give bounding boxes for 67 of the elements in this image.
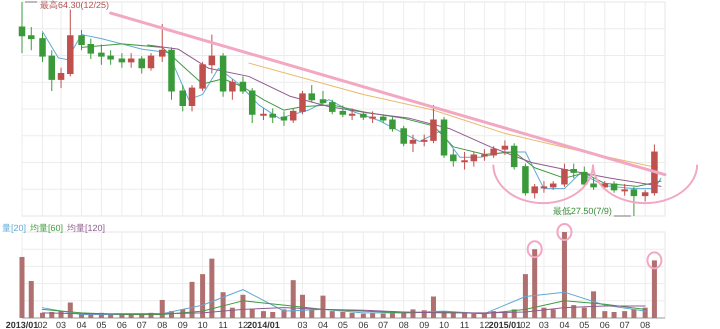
bar <box>550 309 556 318</box>
x-tick-label: 03 <box>56 320 66 329</box>
x-tick-label: 12 <box>479 320 490 329</box>
bar <box>360 314 366 318</box>
x-tick-label: 03 <box>538 320 549 329</box>
x-tick-label: 08 <box>640 320 650 329</box>
bar <box>270 312 276 318</box>
bar <box>541 308 546 318</box>
bar <box>200 274 206 318</box>
bar <box>320 296 326 318</box>
bar <box>522 274 528 318</box>
x-tick-label: 2014/01 <box>247 320 280 329</box>
x-tick-label: 06 <box>600 320 610 329</box>
bar <box>260 311 266 318</box>
x-tick-label: 07 <box>378 320 388 329</box>
x-tick-label: 11 <box>460 320 470 329</box>
x-tick-label: 02 <box>520 320 530 329</box>
x-tick-label: 04 <box>318 320 328 329</box>
bar <box>28 281 34 318</box>
bar <box>240 294 246 318</box>
bar <box>350 312 355 318</box>
bar <box>622 311 628 318</box>
x-tick-label: 2013/01 <box>6 320 38 329</box>
bar <box>209 258 214 318</box>
bar <box>631 309 636 318</box>
bar <box>340 312 346 318</box>
bar <box>502 312 508 318</box>
bar <box>290 280 296 318</box>
x-tick-label: 12 <box>238 320 248 329</box>
x-tick-label: 02 <box>38 320 48 329</box>
x-tick-label: 05 <box>579 320 590 329</box>
bar <box>471 314 476 318</box>
x-tick-label: 08 <box>398 320 409 329</box>
annotation: 最高64.30(12/25) <box>40 0 110 10</box>
x-tick-label: 05 <box>96 320 106 329</box>
x-tick-label: 04 <box>76 320 87 329</box>
bar <box>40 312 46 318</box>
x-tick-label: 06 <box>358 320 368 329</box>
x-tick-label: 05 <box>338 320 348 329</box>
x-tick-label: 09 <box>178 320 188 329</box>
x-tick-label: 09 <box>419 320 430 329</box>
x-tick-label: 06 <box>116 320 127 329</box>
text: 均量[120] <box>66 223 106 233</box>
x-tick-label: 2015/01 <box>488 320 522 329</box>
x-tick-label: 04 <box>559 320 570 329</box>
x-tick-label: 07 <box>620 320 630 329</box>
x-tick-label: 10 <box>198 320 208 329</box>
bar <box>532 249 538 318</box>
x-tick-label: 10 <box>439 320 450 329</box>
x-tick-label: 07 <box>136 320 147 329</box>
x-tick-label: 08 <box>157 320 168 329</box>
bar <box>652 260 657 318</box>
bar <box>190 282 195 318</box>
bar <box>571 305 576 318</box>
bar <box>230 308 235 318</box>
x-tick-label: 11 <box>218 320 228 329</box>
bar <box>250 309 255 318</box>
bar <box>19 256 25 318</box>
annotation: 最低27.50(7/9) <box>552 206 612 216</box>
bar <box>612 312 617 318</box>
text: 均量[60] <box>29 223 64 233</box>
bar <box>602 311 608 318</box>
text: 量[20] <box>2 223 26 233</box>
x-tick-label: 03 <box>297 320 308 329</box>
bar <box>380 314 386 318</box>
bar <box>582 308 587 318</box>
bar <box>330 311 335 318</box>
